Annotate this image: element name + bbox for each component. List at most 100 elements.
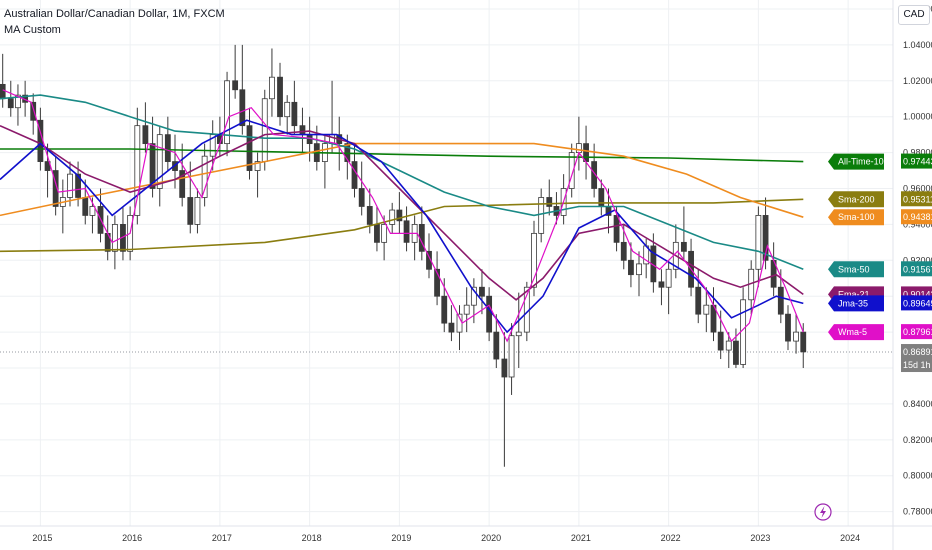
candle-body	[201, 155, 208, 198]
candle	[418, 206, 425, 261]
series-name-tag: Jma-35	[828, 295, 884, 312]
candle-body	[381, 224, 388, 243]
series-line	[0, 119, 804, 334]
candle-body	[187, 197, 194, 225]
candle	[269, 48, 275, 117]
series-line	[2, 89, 804, 343]
candle	[486, 287, 493, 342]
candle	[463, 287, 470, 333]
candle	[396, 192, 403, 234]
series-line	[0, 94, 804, 271]
candle	[374, 206, 380, 252]
candle	[120, 206, 126, 261]
candle-body	[508, 335, 515, 378]
candle	[291, 80, 298, 135]
candle-body	[426, 250, 432, 270]
currency-button[interactable]: CAD	[898, 5, 930, 25]
candle-body	[493, 331, 500, 360]
series-value-label: 0.94381	[903, 212, 932, 222]
candle	[703, 287, 710, 333]
candle	[546, 179, 553, 216]
candle	[232, 44, 239, 99]
series-value-tag: 0.87961	[901, 324, 932, 340]
series-value-label: 0.87961	[903, 327, 932, 337]
candle	[111, 215, 118, 270]
candle-body	[351, 161, 358, 189]
candle-body	[366, 206, 373, 225]
x-tick-label: 2019	[391, 533, 411, 543]
candle-body	[30, 101, 37, 121]
series-value-label: 0.95311	[903, 194, 932, 204]
candle	[156, 125, 163, 207]
series-value-tag-bg	[901, 324, 932, 340]
x-tick-label: 2020	[481, 533, 501, 543]
lightning-icon[interactable]	[814, 503, 832, 521]
candle	[800, 323, 807, 369]
y-axis[interactable]: 1.060001.040001.020001.000000.980000.960…	[903, 4, 932, 517]
series-value-tag-bg	[901, 191, 932, 207]
candle	[636, 251, 642, 297]
candle-body	[546, 197, 553, 207]
y-tick-label: 1.02000	[903, 76, 932, 86]
candle-body	[762, 215, 769, 261]
x-tick-label: 2024	[840, 533, 860, 543]
candle-body	[156, 134, 163, 189]
candle-body	[800, 331, 807, 353]
x-tick-label: 2016	[122, 533, 142, 543]
candle	[793, 314, 799, 354]
x-tick-label: 2017	[212, 533, 232, 543]
series-name-label: Ema-21	[838, 289, 870, 299]
candle	[434, 251, 440, 306]
x-tick-label: 2023	[750, 533, 770, 543]
series-name-tag-bg	[828, 261, 884, 278]
series-name-tag: Wma-5	[828, 324, 884, 341]
candle	[508, 323, 515, 395]
candle	[628, 242, 634, 288]
candle-body	[470, 286, 477, 306]
series-name-tag-bg	[828, 191, 884, 208]
candle-body	[284, 101, 291, 118]
candle	[680, 206, 687, 261]
candle	[493, 314, 500, 369]
candle-body	[486, 295, 493, 333]
candle	[575, 116, 582, 171]
series-line	[0, 198, 804, 253]
indicator-name[interactable]: MA Custom	[4, 24, 61, 36]
series-value-tag: 0.89649	[901, 295, 932, 311]
series-tags: All-Time-100 0.97443 Sma-200 0.95311 Sma-100…	[828, 153, 932, 373]
candle	[142, 102, 149, 153]
candle	[254, 152, 261, 198]
series-value-tag: 0.97443	[901, 153, 932, 169]
candle-body	[254, 161, 261, 171]
series-value-tag-bg	[901, 261, 932, 277]
candle-body	[680, 241, 687, 252]
candle-body	[179, 170, 186, 198]
candle-body	[75, 173, 81, 198]
series-value-tag-bg	[901, 153, 932, 169]
candle	[194, 188, 201, 234]
series-name-label: Jma-35	[838, 298, 868, 308]
candle-body	[142, 125, 149, 145]
series-name-tag-bg	[828, 153, 884, 170]
series-name-tag-bg	[828, 209, 884, 226]
chart-title: Australian Dollar/Canadian Dollar, 1M, F…	[4, 8, 225, 20]
x-axis[interactable]: 2015 2016 2017 2018 2019 2020 2021 2022 2023 2024	[32, 533, 860, 543]
candle	[164, 116, 171, 171]
candle	[665, 260, 672, 315]
candle	[560, 174, 567, 225]
candle	[209, 120, 216, 171]
candle-body	[665, 268, 672, 288]
candle-body	[89, 206, 96, 216]
candle-body	[448, 322, 455, 333]
candle-body	[441, 295, 448, 324]
candle	[261, 89, 268, 171]
series-value-label: 0.89649	[903, 298, 932, 308]
candle	[538, 188, 545, 243]
